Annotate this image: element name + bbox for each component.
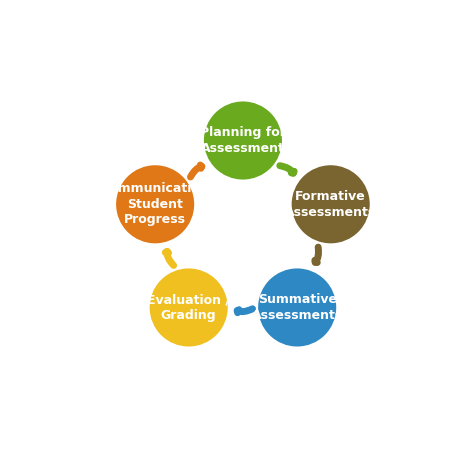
Circle shape — [258, 268, 336, 347]
Text: Evaluation /
Grading: Evaluation / Grading — [147, 293, 230, 322]
Text: Formative
Assessments: Formative Assessments — [285, 190, 376, 219]
Circle shape — [150, 268, 228, 347]
Circle shape — [204, 101, 282, 179]
Circle shape — [292, 165, 370, 243]
Text: Planning for
Assessment: Planning for Assessment — [200, 126, 286, 155]
Text: Summative
Assessments: Summative Assessments — [252, 293, 343, 322]
Circle shape — [116, 165, 194, 243]
Text: Communicating
Student
Progress: Communicating Student Progress — [100, 182, 210, 226]
